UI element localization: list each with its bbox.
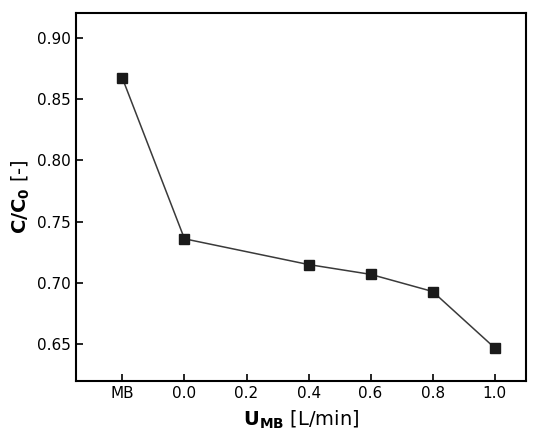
Y-axis label: $\mathbf{C/C_0}$ [-]: $\mathbf{C/C_0}$ [-] <box>9 160 31 234</box>
X-axis label: $\mathbf{U_{MB}}$ [L/min]: $\mathbf{U_{MB}}$ [L/min] <box>243 409 359 431</box>
